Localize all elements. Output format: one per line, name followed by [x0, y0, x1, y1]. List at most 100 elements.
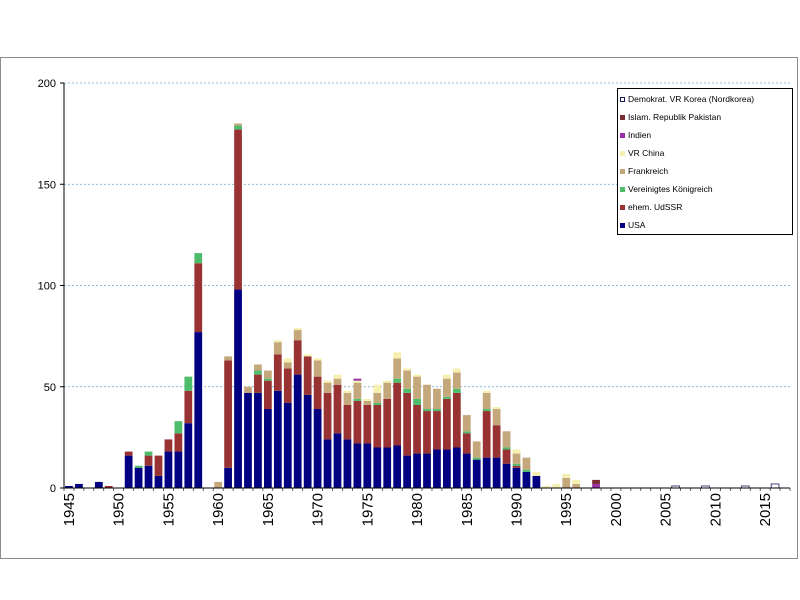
bar-1972-series-4	[333, 374, 342, 379]
bar-1956-series-2	[174, 421, 183, 434]
bar-1998-series-5	[592, 483, 600, 488]
y-tick-label-50: 50	[44, 382, 56, 394]
bar-1970-series-0	[313, 409, 322, 488]
bar-1988-series-3	[492, 409, 501, 426]
bar-1982-series-3	[433, 388, 441, 410]
legend-swatch	[620, 150, 625, 156]
bar-1989-series-3	[502, 431, 511, 448]
bar-1987-series-2	[482, 409, 491, 412]
bar-1982-series-0	[433, 449, 441, 488]
bar-1962-series-2	[234, 125, 242, 130]
bar-1987-series-1	[482, 411, 491, 458]
x-tick-label-1970: 1970	[310, 493, 327, 526]
bar-2016-series-7	[770, 483, 780, 489]
legend-item: Islam. Republik Pakistan	[620, 110, 721, 124]
legend-swatch	[620, 204, 625, 210]
bar-1984-series-3	[452, 372, 461, 389]
bar-1983-series-2	[443, 396, 451, 399]
legend-item: USA	[620, 218, 645, 232]
bar-1979-series-0	[403, 455, 411, 488]
axes	[60, 82, 791, 491]
bar-1955-series-0	[164, 451, 173, 488]
bar-1973-series-1	[343, 404, 352, 440]
bar-1980-series-0	[413, 453, 421, 488]
legend-label: Frankreich	[628, 166, 669, 176]
bar-1985-series-1	[462, 433, 471, 454]
bar-1979-series-4	[403, 368, 411, 371]
legend-item: ehem. UdSSR	[620, 200, 682, 214]
x-tick-label-2005: 2005	[658, 493, 675, 526]
bar-1966-series-1	[273, 354, 282, 391]
bar-1986-series-2	[472, 457, 481, 460]
bar-1954-series-1	[154, 455, 163, 476]
bar-1978-series-4	[393, 352, 402, 359]
bar-1996-series-3	[572, 483, 581, 488]
bar-1957-series-0	[184, 423, 193, 488]
bar-1986-series-3	[472, 441, 481, 458]
bar-1965-series-1	[263, 380, 272, 410]
bar-1966-series-0	[273, 390, 282, 488]
legend: Demokrat. VR Korea (Nordkorea) Islam. Rep…	[617, 88, 793, 235]
bar-1978-series-2	[393, 378, 402, 383]
bar-1970-series-4	[313, 358, 322, 361]
bar-1985-series-0	[462, 453, 471, 488]
bar-1953-series-2	[144, 451, 153, 456]
legend-label: VR China	[628, 148, 665, 158]
bar-1945-series-0	[65, 485, 73, 488]
bar-1967-series-1	[283, 368, 292, 403]
bar-1994-series-4	[552, 483, 561, 488]
bar-1962-series-0	[234, 289, 242, 488]
bar-1985-series-3	[462, 415, 471, 432]
bar-1995-series-4	[562, 473, 571, 478]
bar-1993-series-4	[542, 485, 551, 488]
bar-1952-series-0	[134, 467, 143, 488]
legend-swatch	[620, 96, 625, 102]
bar-1972-series-3	[333, 378, 342, 385]
y-tick-label-100: 100	[38, 281, 56, 293]
x-tick-label-2010: 2010	[707, 493, 724, 526]
bar-1990-series-3	[512, 453, 521, 464]
bar-1996-series-4	[572, 479, 581, 484]
bar-1980-series-4	[413, 374, 421, 377]
bar-1956-series-0	[174, 451, 183, 488]
bar-1990-series-0	[512, 467, 521, 488]
bar-1969-series-1	[303, 356, 312, 395]
bar-1964-series-3	[254, 364, 262, 371]
bar-1992-series-0	[532, 475, 541, 488]
x-tick-label-1995: 1995	[558, 493, 575, 526]
bar-1987-series-3	[482, 392, 491, 410]
bar-1975-series-1	[363, 404, 372, 444]
x-tick-label-1965: 1965	[260, 493, 277, 526]
bar-1952-series-2	[134, 465, 143, 468]
x-tick-label-1960: 1960	[210, 493, 227, 526]
legend-item: Indien	[620, 128, 651, 142]
bar-1975-series-4	[363, 398, 372, 401]
bar-1968-series-1	[293, 340, 302, 375]
x-tick-label-1945: 1945	[61, 493, 78, 526]
bar-1982-series-2	[433, 409, 441, 412]
bar-1966-series-4	[273, 340, 282, 343]
y-tick-label-200: 200	[38, 78, 56, 90]
legend-item: Vereinigtes Königreich	[620, 182, 713, 196]
bar-1991-series-0	[522, 471, 531, 488]
bar-1963-series-3	[244, 386, 252, 393]
bar-1948-series-0	[94, 481, 103, 488]
legend-swatch	[620, 168, 625, 174]
bar-1981-series-1	[423, 411, 431, 454]
bar-1951-series-1	[124, 451, 133, 456]
bar-1962-series-1	[234, 129, 242, 290]
bar-1987-series-4	[482, 390, 491, 393]
bar-1978-series-0	[393, 445, 402, 488]
bar-1971-series-1	[323, 392, 332, 440]
bar-1964-series-1	[254, 374, 262, 393]
bar-1991-series-2	[522, 469, 531, 472]
bar-1998-series-6	[592, 479, 600, 484]
bar-1981-series-3	[423, 384, 431, 410]
bar-1971-series-3	[323, 382, 332, 393]
legend-swatch	[620, 114, 625, 120]
legend-label: Indien	[628, 130, 652, 140]
bar-1976-series-2	[373, 402, 382, 405]
bar-1970-series-3	[313, 360, 322, 377]
x-tick-label-1990: 1990	[509, 493, 526, 526]
